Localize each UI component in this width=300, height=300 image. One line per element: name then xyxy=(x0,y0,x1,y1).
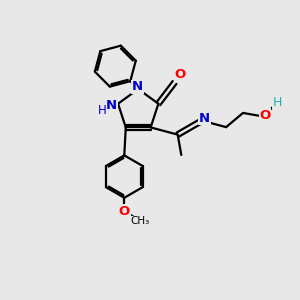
Text: O: O xyxy=(119,205,130,218)
Text: H: H xyxy=(273,96,282,109)
Text: N: N xyxy=(132,80,143,93)
Text: CH₃: CH₃ xyxy=(131,216,150,226)
Text: O: O xyxy=(174,68,185,81)
Text: H: H xyxy=(98,104,106,117)
Text: N: N xyxy=(199,112,210,125)
Text: N: N xyxy=(106,99,117,112)
Text: O: O xyxy=(259,109,270,122)
